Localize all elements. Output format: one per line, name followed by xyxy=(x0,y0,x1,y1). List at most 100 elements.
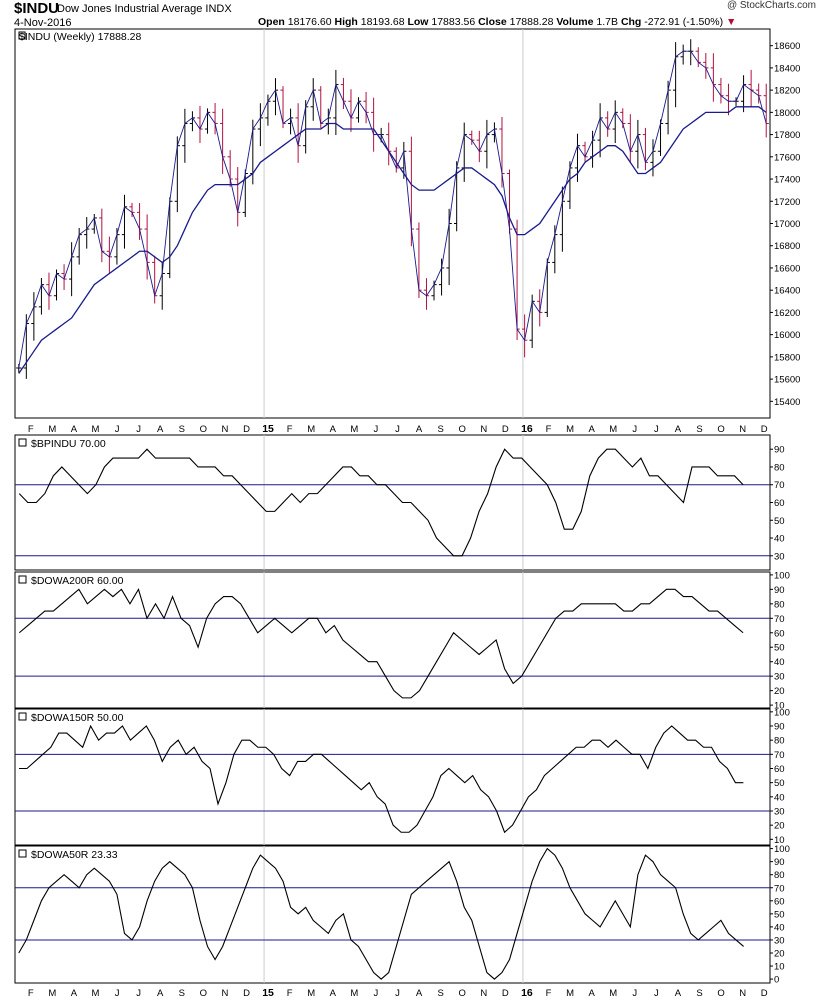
month-label: N xyxy=(480,424,487,435)
y-tick-label: 16800 xyxy=(774,241,800,252)
y-tick-label: 50 xyxy=(774,516,785,527)
month-label: N xyxy=(739,988,746,999)
month-label: S xyxy=(696,988,702,999)
y-tick-label: 17000 xyxy=(774,219,800,230)
month-label: D xyxy=(502,424,509,435)
month-label: O xyxy=(717,988,724,999)
y-tick-label: 17200 xyxy=(774,197,800,208)
month-label: S xyxy=(437,988,443,999)
ohlc-summary: Open 18176.60 High 18193.68 Low 17883.56… xyxy=(258,16,736,28)
month-label: J xyxy=(374,988,379,999)
month-label: F xyxy=(28,988,34,999)
y-tick-label: 60 xyxy=(774,628,785,639)
month-label: F xyxy=(28,424,34,435)
month-label: D xyxy=(502,988,509,999)
y-tick-label: 60 xyxy=(774,764,785,775)
high-label: High xyxy=(334,16,358,28)
panel-marker-icon xyxy=(18,575,27,584)
indicator-panel-title: $DOWA50R 23.33 xyxy=(31,849,118,861)
month-label: M xyxy=(609,424,617,435)
y-tick-label: 40 xyxy=(774,534,785,545)
month-label: F xyxy=(287,424,293,435)
y-tick-label: 30 xyxy=(774,672,785,683)
year-label: 16 xyxy=(521,987,533,999)
price-panel-title: $INDU (Weekly) 17888.28 xyxy=(19,31,142,43)
y-tick-label: 60 xyxy=(774,498,785,509)
month-label: J xyxy=(395,988,400,999)
y-tick-label: 70 xyxy=(774,750,785,761)
month-label: F xyxy=(287,988,293,999)
panel-frame xyxy=(14,28,771,419)
month-label: J xyxy=(374,424,379,435)
month-label: A xyxy=(416,988,423,999)
month-label: A xyxy=(416,424,423,435)
y-tick-label: 50 xyxy=(774,643,785,654)
change-value: -272.91 (-1.50%) xyxy=(644,16,724,28)
month-label: J xyxy=(632,988,637,999)
y-tick-label: 80 xyxy=(774,462,785,473)
month-label: A xyxy=(588,424,595,435)
month-label: M xyxy=(350,988,358,999)
y-tick-label: 70 xyxy=(774,480,785,491)
month-label: A xyxy=(71,988,78,999)
month-label: O xyxy=(200,424,207,435)
y-tick-label: 16600 xyxy=(774,263,800,274)
year-label: 16 xyxy=(521,423,533,435)
y-tick-label: 17400 xyxy=(774,175,800,186)
y-tick-label: 30 xyxy=(774,807,785,818)
y-tick-label: 40 xyxy=(774,657,785,668)
month-label: N xyxy=(480,988,487,999)
low-value: 17883.56 xyxy=(431,16,476,28)
panel-frame xyxy=(14,571,771,709)
month-label: J xyxy=(115,988,120,999)
y-tick-label: 18000 xyxy=(774,108,800,119)
month-label: N xyxy=(739,424,746,435)
close-label: Close xyxy=(478,16,507,28)
month-label: A xyxy=(675,424,682,435)
month-label: D xyxy=(761,988,768,999)
panel-frame xyxy=(14,845,771,984)
indicator-panel-title: $DOWA150R 50.00 xyxy=(31,712,124,724)
close-line xyxy=(18,50,767,369)
close-value: 17888.28 xyxy=(509,16,554,28)
month-label: J xyxy=(136,424,141,435)
year-label: 15 xyxy=(262,987,274,999)
y-tick-label: 10 xyxy=(774,835,785,846)
indicator-line xyxy=(18,448,744,557)
month-label: A xyxy=(675,988,682,999)
month-label: D xyxy=(243,988,250,999)
y-tick-label: 60 xyxy=(774,896,785,907)
month-label: J xyxy=(395,424,400,435)
quote-date: 4-Nov-2016 xyxy=(14,17,72,29)
chart-symbol: $INDU xyxy=(14,0,60,17)
y-tick-label: 30 xyxy=(774,935,785,946)
indicator-line xyxy=(18,724,744,834)
y-tick-label: 80 xyxy=(774,599,785,610)
month-label: M xyxy=(566,424,574,435)
y-tick-label: 15800 xyxy=(774,352,800,363)
y-tick-label: 40 xyxy=(774,922,785,933)
y-tick-label: 16000 xyxy=(774,330,800,341)
y-tick-label: 18400 xyxy=(774,63,800,74)
y-tick-label: 100 xyxy=(774,707,790,718)
high-value: 18193.68 xyxy=(360,16,405,28)
open-label: Open xyxy=(258,16,285,28)
y-tick-label: 0 xyxy=(774,975,779,986)
y-tick-label: 70 xyxy=(774,614,785,625)
y-tick-label: 15400 xyxy=(774,397,800,408)
indicator-panel-title: $DOWA200R 60.00 xyxy=(31,575,124,587)
month-label: M xyxy=(92,424,100,435)
y-tick-label: 10 xyxy=(774,701,785,712)
y-tick-label: 20 xyxy=(774,686,785,697)
panel-marker-icon xyxy=(18,31,26,40)
panel-marker-icon xyxy=(18,438,27,447)
y-tick-label: 90 xyxy=(774,722,785,733)
month-label: A xyxy=(330,988,337,999)
open-value: 18176.60 xyxy=(287,16,332,28)
month-label: N xyxy=(221,988,228,999)
down-arrow-icon: ▼ xyxy=(726,16,737,28)
indicator-line xyxy=(18,847,744,980)
indicator-line xyxy=(18,587,744,699)
month-label: A xyxy=(157,424,164,435)
